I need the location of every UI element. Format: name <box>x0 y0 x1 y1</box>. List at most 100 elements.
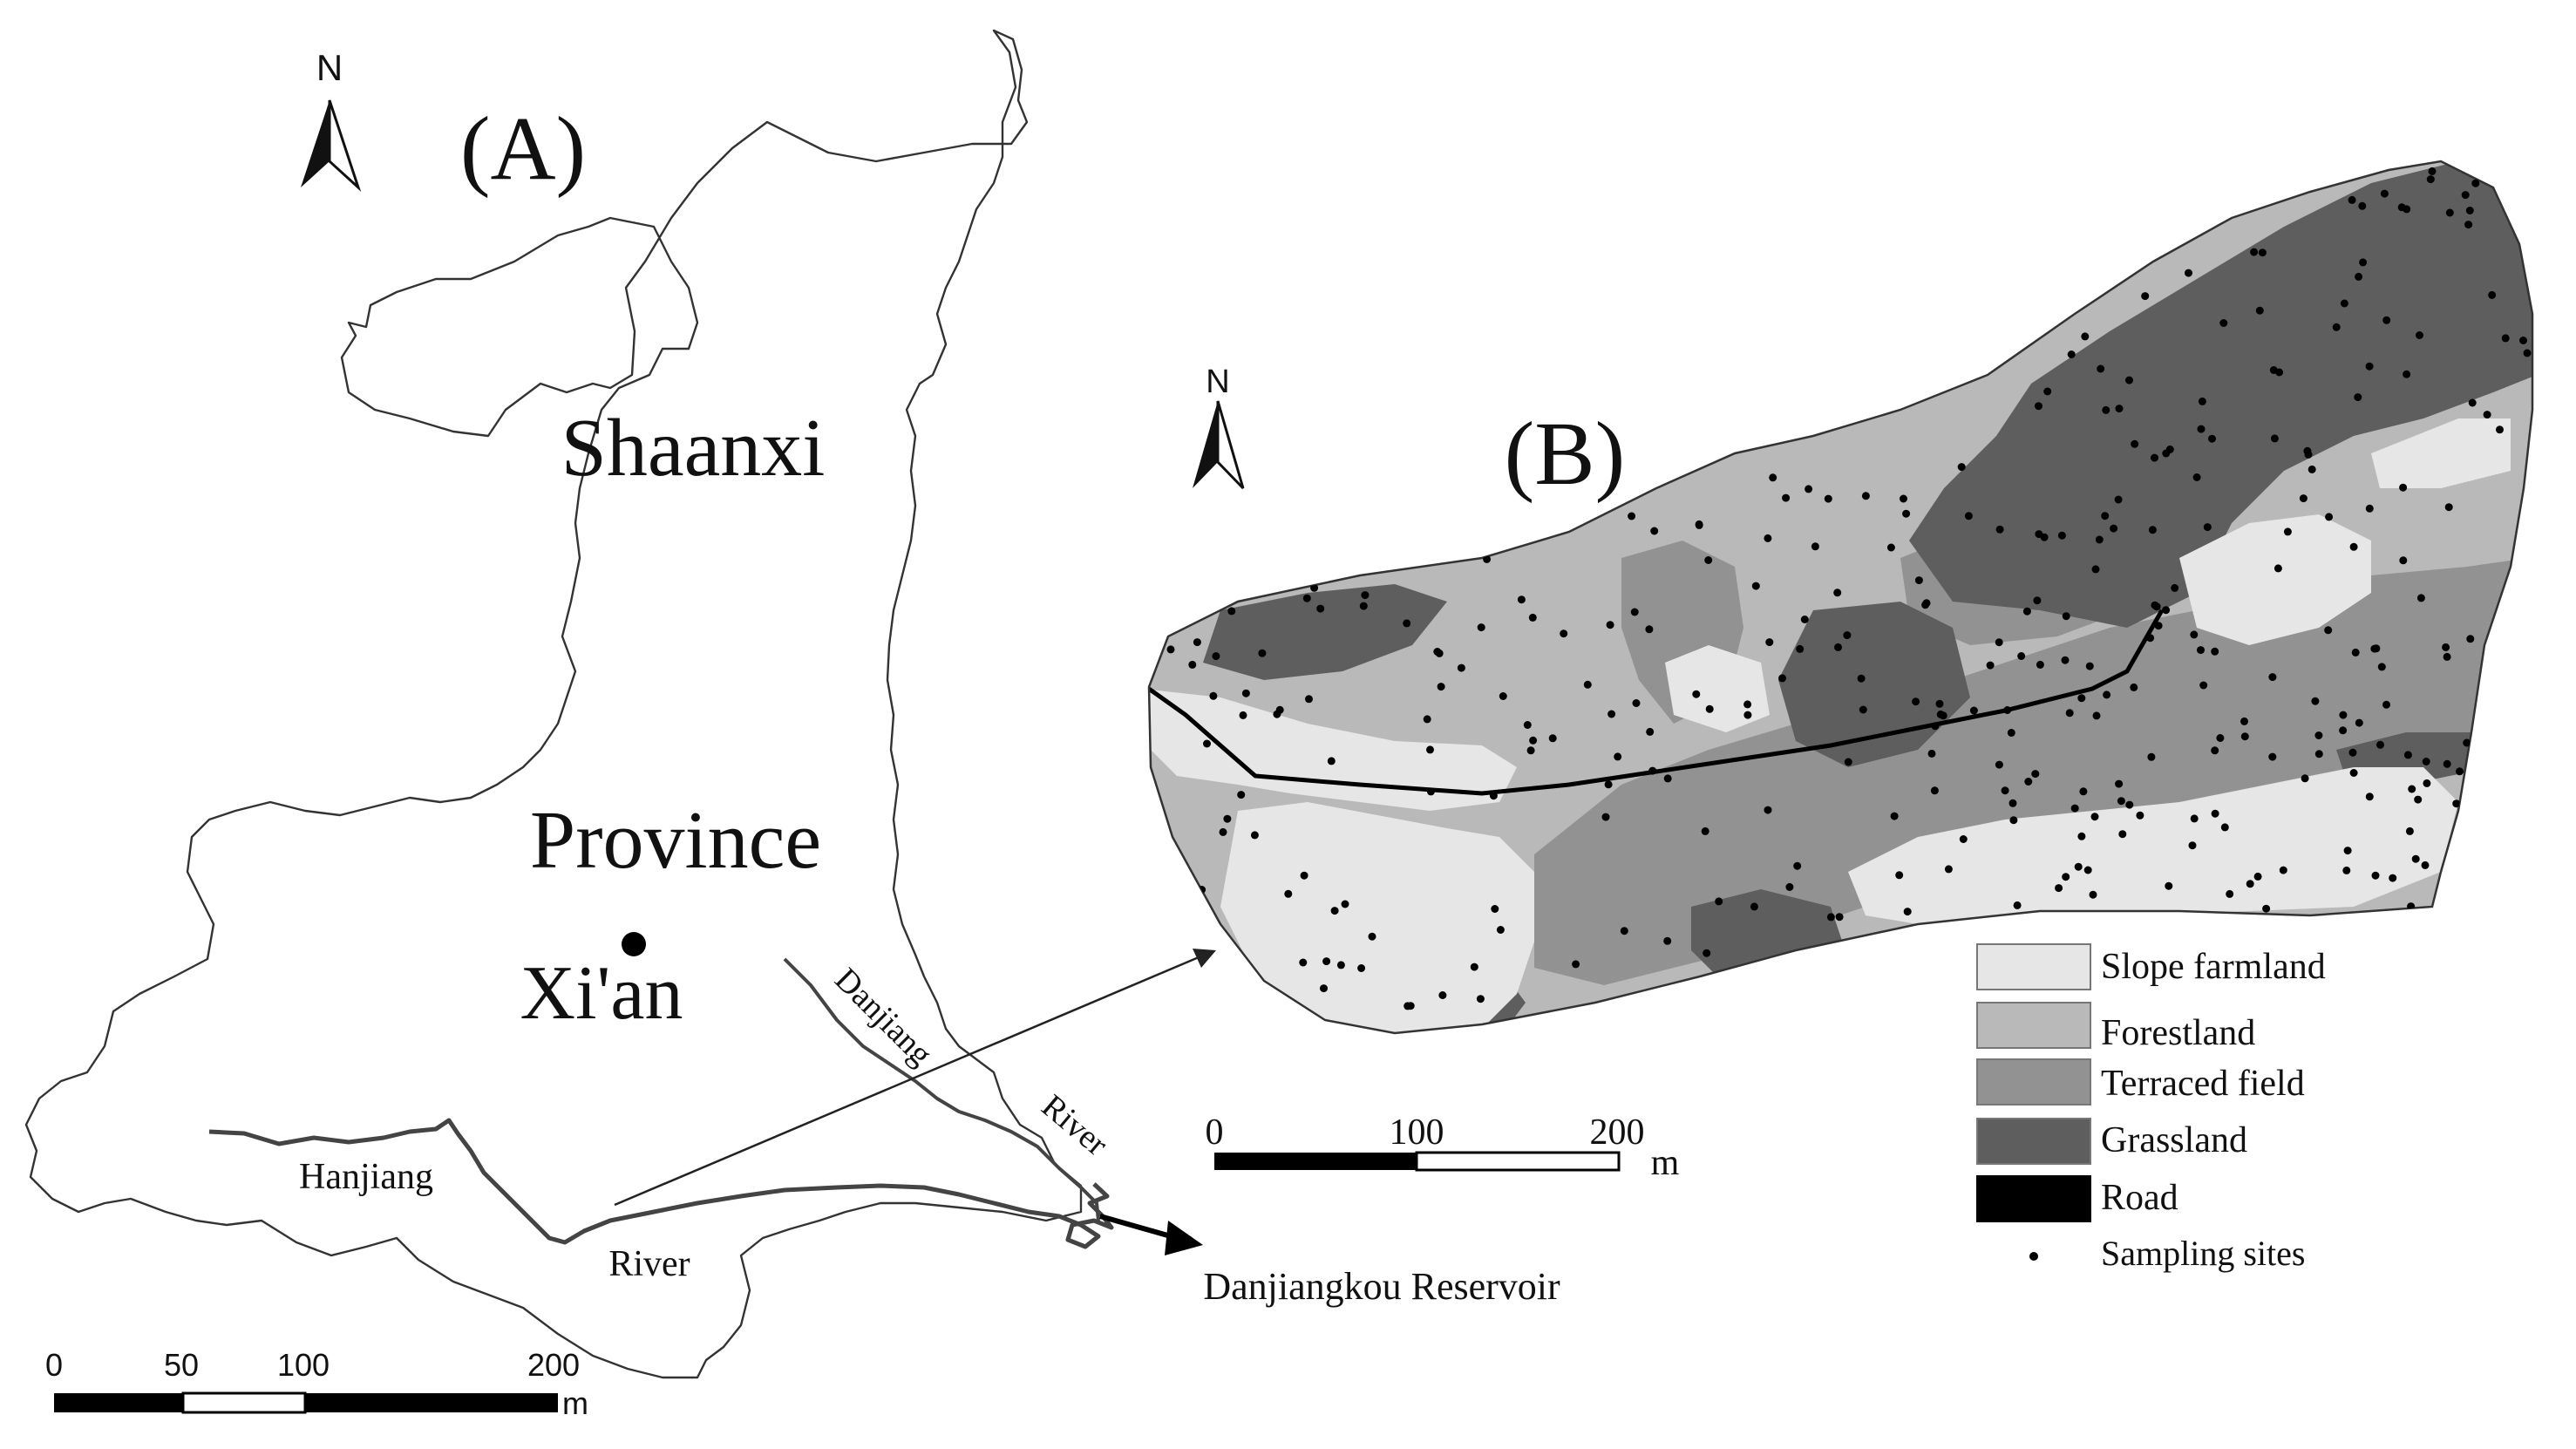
watershed-outline <box>1147 160 2534 1035</box>
sampling-site <box>2141 292 2150 301</box>
sampling-site <box>1914 576 1923 585</box>
scale-a-tick-100: 100 <box>277 1347 330 1383</box>
sampling-site <box>1620 927 1628 935</box>
sampling-site <box>2416 594 2425 602</box>
sampling-site <box>2403 370 2411 378</box>
sampling-site <box>1648 766 1657 775</box>
sampling-site <box>2117 797 2125 806</box>
sampling-site <box>2118 830 2127 839</box>
sampling-site <box>2062 612 2070 621</box>
sampling-site <box>1663 774 1672 783</box>
panel-a-label: (A) <box>460 99 586 199</box>
sampling-site <box>1188 660 1197 669</box>
sampling-site <box>2083 866 2092 874</box>
sampling-site <box>1368 932 1376 941</box>
sampling-site <box>2197 425 2206 433</box>
sampling-site <box>2130 683 2138 691</box>
sampling-site <box>2399 556 2408 565</box>
scale-a-tick-200: 200 <box>527 1347 580 1383</box>
sampling-site <box>2416 331 2423 339</box>
legend-swatch-slope-farmland <box>1976 943 2091 990</box>
sampling-site <box>2253 872 2262 881</box>
sampling-site <box>2095 535 2104 544</box>
sampling-site <box>2501 334 2510 343</box>
sampling-site <box>2211 746 2219 755</box>
sampling-site <box>1959 835 1968 843</box>
sampling-site <box>1704 556 1713 564</box>
scale-bar-a <box>54 1391 558 1414</box>
sampling-site <box>1316 604 1325 613</box>
sampling-site <box>2115 779 2124 788</box>
sampling-site <box>2371 871 2380 880</box>
sampling-site <box>2382 316 2391 324</box>
land-slope-farmland-east <box>2179 514 2371 645</box>
sampling-site <box>2349 542 2358 551</box>
sampling-site <box>2465 207 2474 214</box>
sampling-site <box>2092 711 2101 720</box>
sampling-site <box>2067 350 2076 358</box>
sampling-site <box>2208 434 2216 443</box>
sampling-site <box>1703 949 1711 957</box>
sampling-site <box>2308 465 2316 473</box>
sampling-site <box>2269 366 2278 374</box>
sampling-site <box>2114 495 2123 504</box>
sampling-site <box>2343 847 2352 855</box>
city-xian-label: Xi'an <box>520 951 683 1036</box>
sampling-site <box>2443 652 2451 661</box>
sampling-site <box>2190 814 2199 823</box>
sampling-site <box>1844 758 1852 766</box>
sampling-site <box>1241 689 1250 697</box>
sampling-site <box>1995 638 2003 647</box>
sampling-site <box>2081 332 2090 341</box>
sampling-site <box>2089 890 2097 899</box>
sampling-site <box>1528 613 1537 622</box>
sampling-site <box>2226 889 2234 898</box>
sampling-site <box>2125 376 2133 384</box>
north-arrow-b <box>1193 400 1245 490</box>
sampling-site <box>1404 1002 1412 1010</box>
sampling-site <box>1750 902 1758 911</box>
sampling-site <box>2090 813 2099 821</box>
sampling-site <box>1890 812 1899 820</box>
scale-bar-b <box>1214 1151 1621 1172</box>
sampling-site <box>2461 191 2470 200</box>
sampling-site <box>2311 697 2320 705</box>
sampling-site <box>1646 727 1655 736</box>
sampling-site <box>1305 695 1313 704</box>
sampling-site <box>1357 964 1366 972</box>
sampling-site <box>1491 905 1499 913</box>
sampling-site <box>1299 958 1308 967</box>
sampling-site <box>1778 674 1786 683</box>
sampling-site <box>2304 450 2313 459</box>
sampling-site <box>1601 813 1610 821</box>
sampling-site <box>1796 644 1805 653</box>
location-arrow-head <box>1193 949 1216 968</box>
sampling-site <box>1604 780 1613 789</box>
sampling-site <box>2380 189 2389 198</box>
sampling-site <box>1964 512 1973 520</box>
sampling-site <box>2102 405 2110 414</box>
sampling-site <box>1284 889 1293 898</box>
danjiang-river <box>783 957 1100 1221</box>
sampling-site <box>2101 512 2110 520</box>
sampling-site <box>2079 787 2088 796</box>
sampling-site <box>2279 866 2287 874</box>
sampling-site <box>1560 629 1568 638</box>
north-label-b: N <box>1206 364 1229 400</box>
danjiang-river-label-2: River <box>1035 1088 1115 1164</box>
sampling-site <box>2240 717 2248 725</box>
sampling-site <box>2397 203 2406 212</box>
sampling-site <box>2339 711 2348 719</box>
sampling-site <box>2001 786 2009 795</box>
shaanxi-boundary <box>24 29 1083 1379</box>
sampling-site <box>1645 625 1654 634</box>
sampling-site <box>2085 662 2094 670</box>
sampling-site <box>1793 861 1802 870</box>
sampling-site <box>2165 881 2173 890</box>
sampling-site <box>1886 543 1895 552</box>
sampling-site <box>1833 588 1842 597</box>
sampling-site <box>2339 726 2348 735</box>
sampling-site <box>2444 503 2453 512</box>
sampling-site <box>1835 913 1844 922</box>
land-slope-farmland-sw <box>1220 802 1534 1033</box>
